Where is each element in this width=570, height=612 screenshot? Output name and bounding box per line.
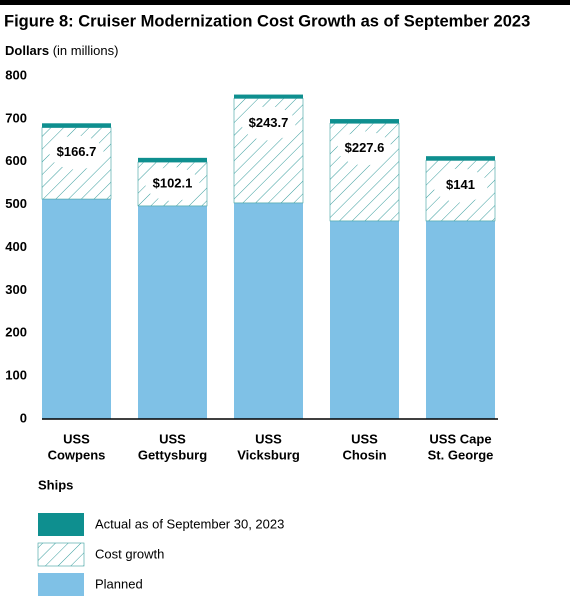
- value-label: $102.1: [153, 175, 193, 190]
- bar-segment: [426, 156, 495, 161]
- y-label-main: Dollars: [5, 43, 49, 58]
- y-tick-label: 200: [5, 325, 27, 340]
- label-backdrop: [433, 168, 488, 203]
- legend-label: Planned: [95, 576, 143, 591]
- bar-segment: [42, 123, 111, 128]
- x-tick-label: Gettysburg: [138, 447, 207, 462]
- legend-label: Actual as of September 30, 2023: [95, 516, 284, 531]
- x-tick-label: USS: [351, 431, 378, 446]
- x-tick-label: Vicksburg: [237, 447, 300, 462]
- bar-segment: [330, 119, 399, 124]
- bar-segment: [138, 157, 207, 163]
- bar-segment: [138, 205, 207, 419]
- top-band: [0, 0, 570, 5]
- y-tick-label: 600: [5, 153, 27, 168]
- label-backdrop: [145, 167, 200, 202]
- y-tick-label: 700: [5, 110, 27, 125]
- x-tick-label: St. George: [428, 447, 494, 462]
- bar-segment: [42, 199, 111, 419]
- y-tick-label: 800: [5, 67, 27, 82]
- bar-segment: [234, 202, 303, 419]
- y-tick-label: 300: [5, 282, 27, 297]
- bar-segment: [426, 220, 495, 419]
- x-label: Ships: [38, 477, 73, 492]
- y-tick-label: 500: [5, 196, 27, 211]
- y-tick-label: 100: [5, 368, 27, 383]
- value-label: $243.7: [249, 115, 289, 130]
- y-tick-label: 0: [20, 410, 27, 425]
- label-backdrop: [241, 106, 296, 141]
- chart-title: Figure 8: Cruiser Modernization Cost Gro…: [4, 12, 530, 30]
- y-label-unit: (in millions): [53, 43, 119, 58]
- x-tick-label: Chosin: [342, 447, 386, 462]
- x-tick-label: USS Cape: [429, 431, 491, 446]
- y-label: Dollars (in millions): [5, 43, 118, 58]
- label-backdrop: [337, 131, 392, 166]
- legend-label: Cost growth: [95, 546, 164, 561]
- value-label: $227.6: [345, 140, 385, 155]
- x-tick-label: USS: [159, 431, 186, 446]
- legend-swatch: [38, 573, 84, 596]
- y-tick-label: 400: [5, 239, 27, 254]
- bar-segment: [234, 94, 303, 99]
- label-backdrop: [49, 135, 104, 170]
- value-label: $166.7: [57, 144, 97, 159]
- x-tick-label: Cowpens: [48, 447, 106, 462]
- legend-swatch: [38, 513, 84, 536]
- legend-swatch: [37, 542, 85, 567]
- x-tick-label: USS: [255, 431, 282, 446]
- bar-segment: [330, 220, 399, 419]
- x-tick-label: USS: [63, 431, 90, 446]
- value-label: $141: [446, 177, 475, 192]
